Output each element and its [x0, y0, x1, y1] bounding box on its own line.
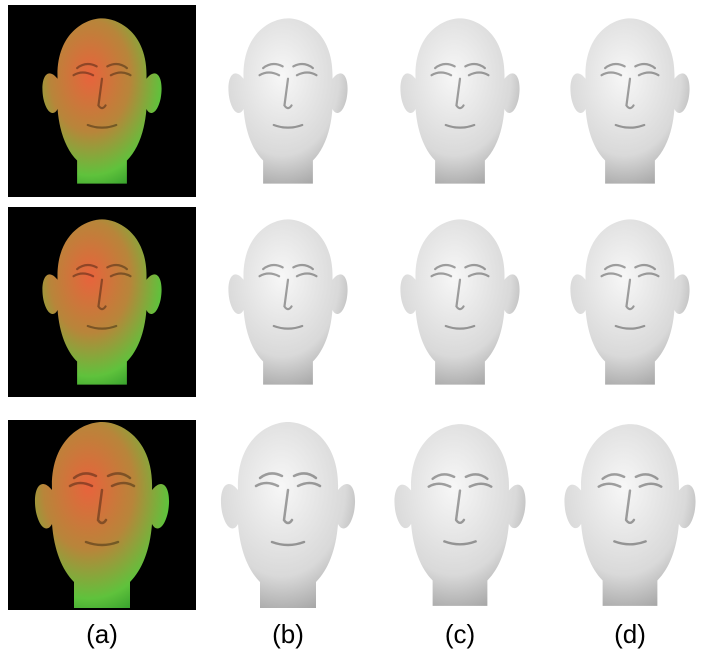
face-image [570, 18, 690, 184]
face-grid [8, 5, 696, 610]
face-image [228, 18, 348, 184]
face-image [400, 219, 520, 385]
face-image [400, 18, 520, 184]
captions: (a) (b) (c) (d) [86, 619, 646, 649]
caption: (b) [272, 619, 304, 649]
caption: (a) [86, 619, 118, 649]
face-image [220, 422, 356, 608]
caption: (d) [614, 619, 646, 649]
face-image [570, 219, 690, 385]
face-image [394, 424, 526, 606]
face-image [228, 219, 348, 385]
face-image [564, 424, 696, 606]
caption: (c) [445, 619, 475, 649]
